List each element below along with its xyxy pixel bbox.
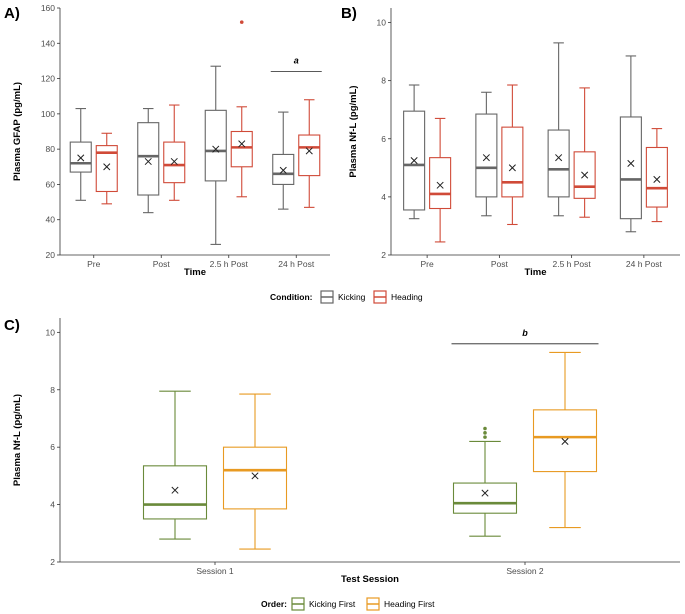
legend-condition: Condition: Kicking Heading xyxy=(270,290,423,304)
legend-kicking-first-label: Kicking First xyxy=(309,599,356,609)
chart-b-heading-box xyxy=(429,157,452,210)
chart-a-y-tick-label: 140 xyxy=(41,38,55,48)
chart-c-kicking-first-box xyxy=(452,482,518,514)
chart-c-kicking-first-outlier xyxy=(483,435,487,439)
chart-b-heading-mean-marker xyxy=(508,164,516,172)
panel-label-c: C) xyxy=(4,317,20,334)
chart-b-x-tick-label: Post xyxy=(491,259,509,269)
chart-c-y-tick-label: 2 xyxy=(50,557,55,567)
chart-a-heading-box xyxy=(95,145,118,193)
chart-c-kicking-first-box xyxy=(142,465,208,520)
chart-b-heading-mean-marker xyxy=(581,171,589,179)
chart-a-y-title: Plasma GFAP (pg/mL) xyxy=(12,82,23,181)
chart-a-heading-box xyxy=(230,130,253,168)
chart-a-heading-outlier xyxy=(239,20,244,24)
chart-a-kicking-box xyxy=(137,122,160,196)
chart-b-x-title: Time xyxy=(524,267,546,278)
chart-b-y-tick-label: 2 xyxy=(381,250,386,260)
chart-a-y-tick-label: 160 xyxy=(41,3,55,13)
chart-c-y-title: Plasma Nf-L (pg/mL) xyxy=(12,394,23,486)
chart-b-heading-box xyxy=(501,126,524,198)
chart-a-heading-mean-marker xyxy=(305,147,313,155)
chart-c-heading-first-box xyxy=(532,409,598,473)
chart-a-y-tick-label: 40 xyxy=(46,215,56,225)
chart-c-kicking-first-mean-marker xyxy=(481,489,489,497)
chart-b-kicking-box xyxy=(619,116,642,220)
chart-a-x-tick-label: Pre xyxy=(87,259,101,269)
chart-a-y-tick-label: 60 xyxy=(46,179,56,189)
legend-condition-title: Condition: xyxy=(270,292,313,302)
chart-a-kicking-box xyxy=(204,109,227,182)
chart-c-kicking-first-mean-marker xyxy=(171,486,179,494)
chart-a-kicking-mean-marker xyxy=(212,145,220,153)
chart-a-y-tick-label: 20 xyxy=(46,250,56,260)
chart-c: 2 4 6 8 10 Session 1 Session 2 Test Session Plas… xyxy=(12,318,680,585)
chart-b-kicking-mean-marker xyxy=(410,157,418,165)
chart-c-y-tick-label: 8 xyxy=(50,385,55,395)
chart-c-x-title: Test Session xyxy=(341,574,399,585)
chart-b-kicking-mean-marker xyxy=(555,154,563,162)
chart-a-x-tick-label: 24 h Post xyxy=(278,259,315,269)
chart-b: 2 4 6 8 10 Pre Post 2.5 h Post 24 h Post Time Plas… xyxy=(348,8,680,278)
chart-a-heading-mean-marker xyxy=(170,157,178,166)
chart-c-y-tick-label: 4 xyxy=(50,500,55,510)
chart-a-heading-box xyxy=(298,134,321,177)
panel-label-a: A) xyxy=(4,5,20,22)
chart-c-heading-first-mean-marker xyxy=(561,437,569,445)
chart-c-y-tick-label: 6 xyxy=(50,442,55,452)
legend-heading-first-label: Heading First xyxy=(384,599,435,609)
chart-a-heading-mean-marker xyxy=(103,163,111,171)
legend-order-title: Order: xyxy=(261,599,287,609)
chart-a-y-tick-label: 100 xyxy=(41,109,55,119)
chart-b-y-title: Plasma Nf-L (pg/mL) xyxy=(348,85,359,177)
chart-c-x-tick-label: Session 1 xyxy=(196,566,234,576)
chart-a-y-tick-label: 120 xyxy=(41,74,55,84)
chart-b-x-tick-label: Pre xyxy=(421,259,435,269)
chart-a-kicking-box xyxy=(69,141,92,173)
chart-a-kicking-mean-marker xyxy=(279,166,287,174)
chart-b-y-tick-label: 10 xyxy=(377,18,387,28)
chart-b-y-tick-label: 8 xyxy=(381,76,386,86)
chart-b-heading-mean-marker xyxy=(436,181,444,189)
chart-b-x-tick-label: 24 h Post xyxy=(626,259,663,269)
chart-c-significance-label: b xyxy=(522,328,528,338)
chart-a-kicking-mean-marker xyxy=(144,157,152,166)
chart-c-kicking-first-outlier xyxy=(483,426,487,431)
chart-c-heading-first-box xyxy=(222,446,288,510)
chart-b-kicking-box xyxy=(475,113,498,198)
chart-c-kicking-first-outlier xyxy=(483,431,487,435)
chart-a-x-tick-label: Post xyxy=(153,259,171,269)
chart-a-x-tick-label: 2.5 h Post xyxy=(210,259,249,269)
chart-a-y-tick-label: 80 xyxy=(46,144,56,154)
chart-a-kicking-mean-marker xyxy=(77,154,85,162)
panel-label-b: B) xyxy=(341,5,357,22)
chart-a: 20 40 60 80 100 120 140 160 Pre Post 2.5 h Post 24 … xyxy=(12,3,330,278)
chart-c-y-tick-label: 10 xyxy=(46,327,56,337)
chart-a-heading-mean-marker xyxy=(238,140,246,148)
chart-a-kicking-box xyxy=(272,153,295,185)
legend-kicking-label: Kicking xyxy=(338,292,366,302)
chart-b-heading-mean-marker xyxy=(653,175,661,184)
chart-b-y-tick-label: 6 xyxy=(381,134,386,144)
chart-a-heading-box xyxy=(163,141,186,184)
chart-c-heading-first-mean-marker xyxy=(251,472,259,480)
chart-a-significance-label: a xyxy=(294,56,299,66)
chart-b-x-tick-label: 2.5 h Post xyxy=(552,259,591,269)
chart-b-y-tick-label: 4 xyxy=(381,192,386,202)
legend-order: Order: Kicking First Heading First xyxy=(261,597,435,611)
chart-a-x-title: Time xyxy=(184,267,206,278)
chart-b-kicking-mean-marker xyxy=(627,159,635,168)
chart-b-heading-box xyxy=(645,146,668,208)
chart-c-x-tick-label: Session 2 xyxy=(506,566,544,576)
chart-b-kicking-box xyxy=(547,129,570,198)
chart-b-kicking-mean-marker xyxy=(482,154,490,162)
legend-heading-label: Heading xyxy=(391,292,423,302)
